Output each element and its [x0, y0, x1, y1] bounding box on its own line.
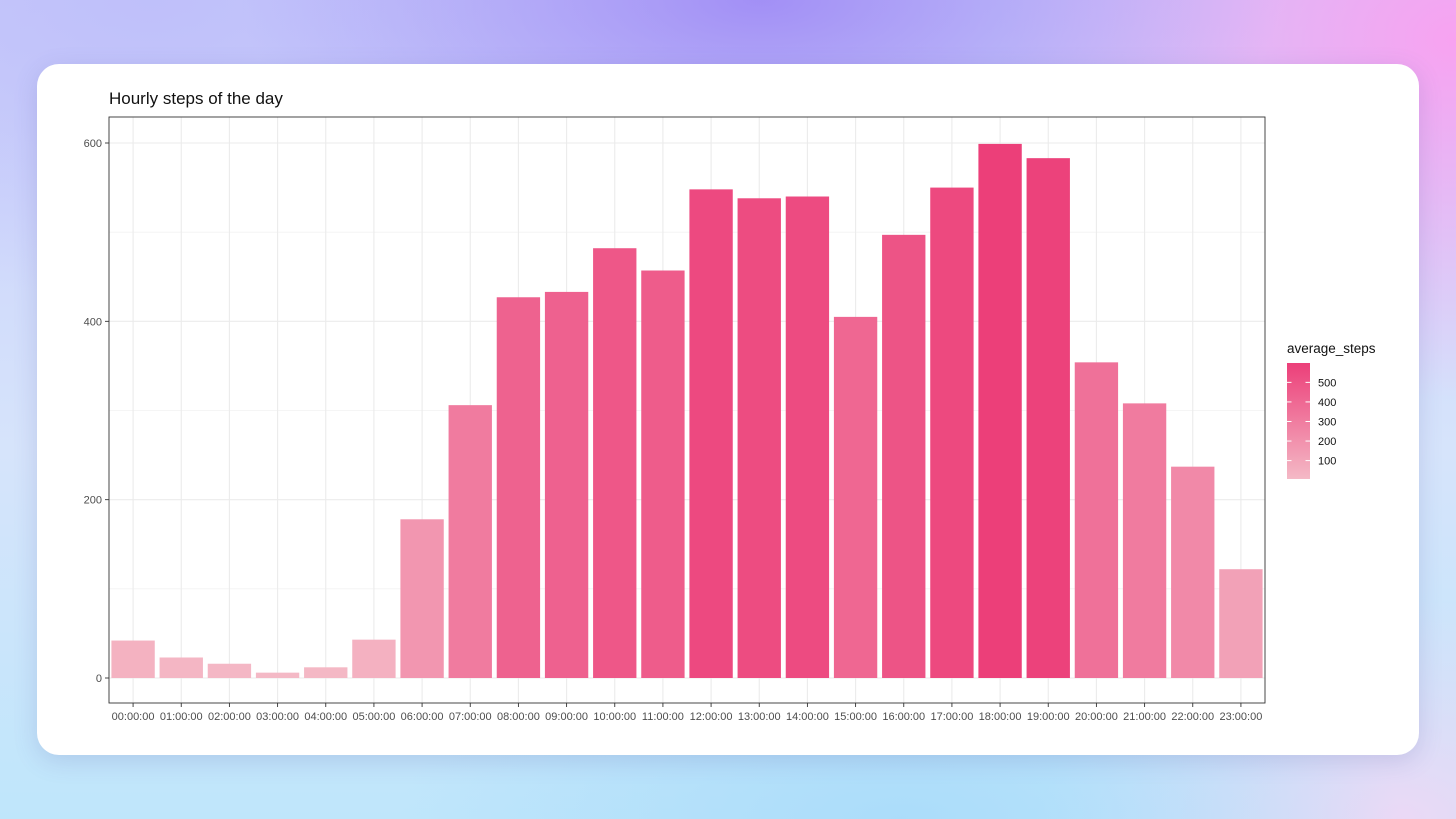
bar-01:00:00	[159, 657, 203, 678]
bar-22:00:00	[1171, 466, 1215, 678]
y-tick-label: 400	[84, 316, 102, 328]
bar-04:00:00	[304, 667, 348, 678]
x-tick-label: 03:00:00	[256, 711, 299, 723]
bar-21:00:00	[1122, 403, 1167, 678]
x-tick-label: 05:00:00	[353, 711, 396, 723]
bar-02:00:00	[207, 663, 252, 678]
y-tick-label: 600	[84, 138, 102, 150]
legend-title: average_steps	[1287, 341, 1376, 356]
x-tick-label: 17:00:00	[931, 711, 974, 723]
x-tick-label: 10:00:00	[593, 711, 636, 723]
panel-border	[108, 116, 1266, 704]
bar-08:00:00	[496, 297, 541, 678]
x-tick-label: 08:00:00	[497, 711, 540, 723]
bar-15:00:00	[833, 316, 878, 678]
bar-19:00:00	[1026, 158, 1070, 679]
x-tick-label: 15:00:00	[834, 711, 877, 723]
x-tick-label: 04:00:00	[304, 711, 347, 723]
bar-18:00:00	[978, 143, 1022, 678]
bar-09:00:00	[544, 291, 589, 678]
bar-11:00:00	[641, 270, 685, 678]
legend-break-label: 400	[1318, 397, 1336, 409]
plot-panel	[109, 117, 1265, 703]
legend-break-label: 100	[1318, 456, 1336, 468]
legend-colorbar	[1287, 363, 1310, 479]
bar-12:00:00	[689, 189, 733, 678]
x-tick-label: 14:00:00	[786, 711, 829, 723]
x-tick-label: 09:00:00	[545, 711, 588, 723]
x-tick-label: 00:00:00	[112, 711, 155, 723]
bar-03:00:00	[255, 672, 300, 678]
bar-16:00:00	[882, 234, 926, 678]
x-tick-label: 12:00:00	[690, 711, 733, 723]
bar-06:00:00	[400, 519, 444, 678]
x-tick-label: 22:00:00	[1171, 711, 1214, 723]
bar-00:00:00	[111, 640, 155, 678]
x-tick-label: 20:00:00	[1075, 711, 1118, 723]
x-tick-label: 21:00:00	[1123, 711, 1166, 723]
bar-05:00:00	[352, 639, 396, 678]
bar-14:00:00	[785, 196, 830, 678]
x-tick-label: 23:00:00	[1220, 711, 1263, 723]
legend-break-label: 500	[1318, 377, 1336, 389]
bar-07:00:00	[448, 405, 492, 678]
y-tick-label: 0	[96, 673, 102, 685]
x-tick-label: 18:00:00	[979, 711, 1022, 723]
bar-10:00:00	[593, 248, 637, 678]
x-tick-label: 13:00:00	[738, 711, 781, 723]
legend-break-label: 300	[1318, 416, 1336, 428]
x-tick-label: 11:00:00	[642, 711, 684, 723]
bar-17:00:00	[930, 187, 974, 679]
x-tick-label: 07:00:00	[449, 711, 492, 723]
x-tick-label: 06:00:00	[401, 711, 444, 723]
x-tick-label: 01:00:00	[160, 711, 203, 723]
bar-20:00:00	[1074, 362, 1119, 678]
x-tick-label: 16:00:00	[882, 711, 925, 723]
y-tick-label: 200	[84, 495, 102, 507]
chart-title: Hourly steps of the day	[109, 89, 283, 108]
bar-23:00:00	[1219, 569, 1263, 678]
x-tick-label: 19:00:00	[1027, 711, 1070, 723]
bar-13:00:00	[737, 198, 781, 679]
x-tick-label: 02:00:00	[208, 711, 251, 723]
legend-break-label: 200	[1318, 436, 1336, 448]
